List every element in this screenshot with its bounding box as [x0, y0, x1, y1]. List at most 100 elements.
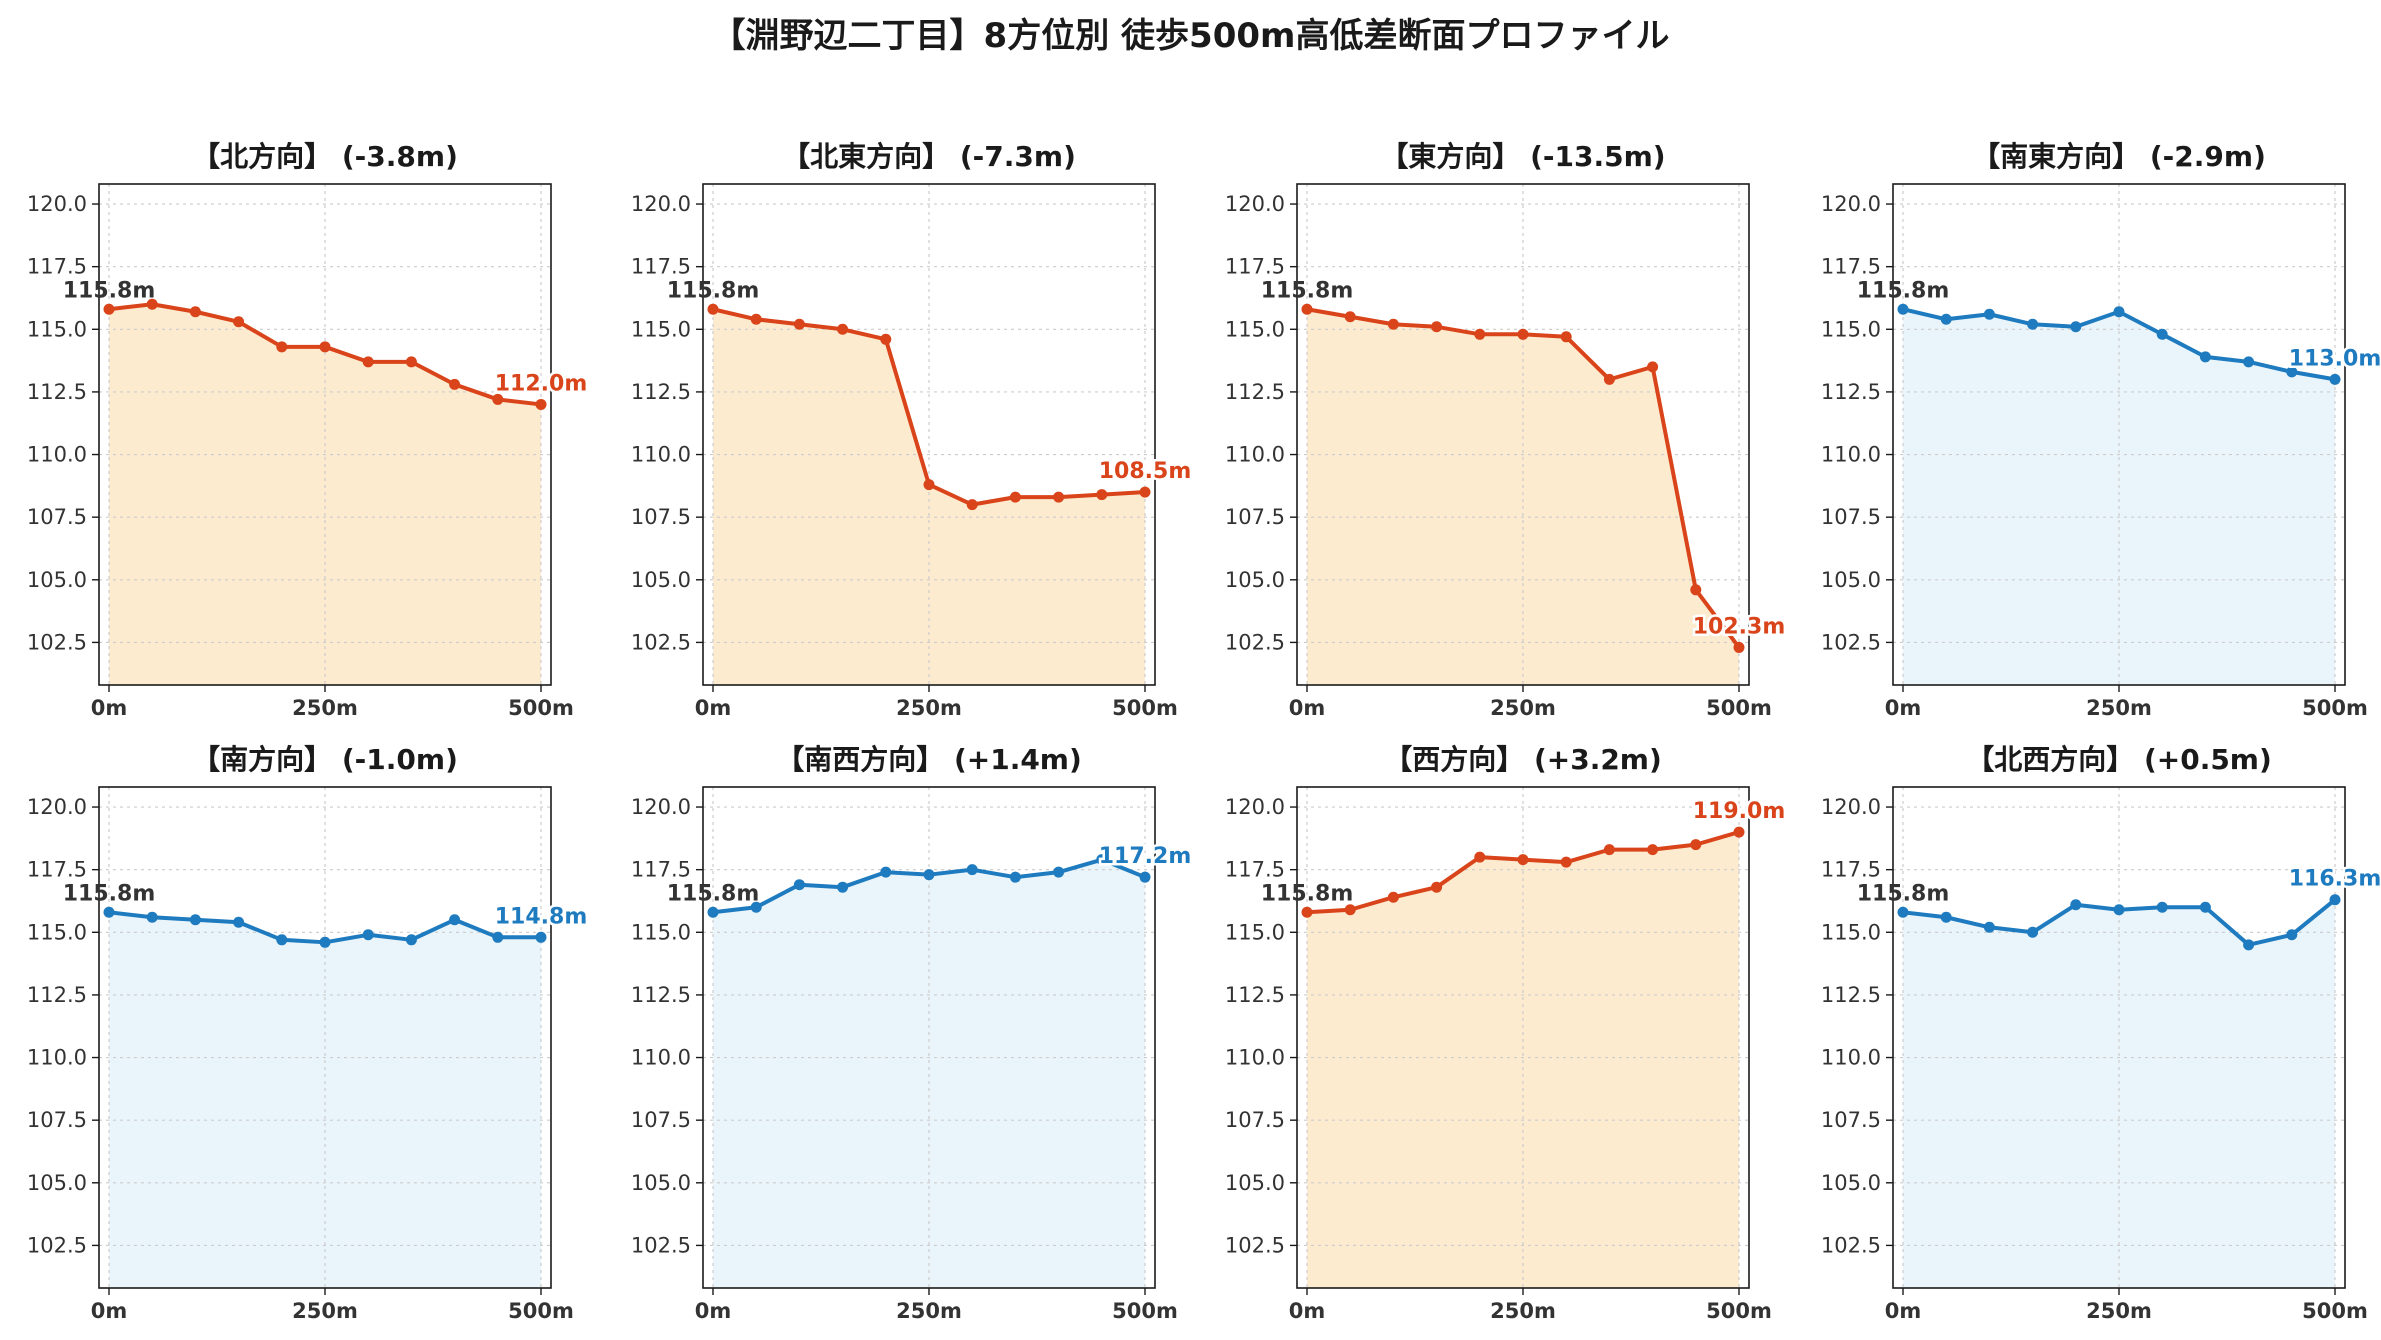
- y-tick-label: 110.0: [631, 1046, 691, 1070]
- data-point: [319, 936, 331, 948]
- chart-panel: 【東方向】 (-13.5m) 102.5 105.0 107.5 110.0 112.5 1…: [1225, 140, 1788, 720]
- data-point: [276, 934, 288, 946]
- data-point: [1603, 373, 1615, 385]
- data-point: [233, 316, 245, 328]
- y-tick-label: 117.5: [27, 858, 87, 882]
- data-point: [966, 864, 978, 876]
- data-point: [362, 356, 374, 368]
- data-point: [2286, 929, 2298, 941]
- x-tick-label: 0m: [695, 696, 732, 720]
- y-tick-label: 102.5: [27, 1233, 87, 1257]
- x-tick-label: 250m: [896, 1299, 962, 1323]
- data-point: [1431, 881, 1443, 893]
- data-point: [535, 931, 547, 943]
- y-tick-label: 115.0: [1225, 920, 1285, 944]
- x-tick-label: 500m: [2302, 696, 2368, 720]
- data-point: [2113, 306, 2125, 318]
- data-point: [449, 378, 461, 390]
- data-point: [2199, 901, 2211, 913]
- data-point: [535, 398, 547, 410]
- y-tick-label: 110.0: [1225, 443, 1285, 467]
- data-point: [1474, 328, 1486, 340]
- area-fill: [713, 309, 1145, 685]
- data-point: [2243, 356, 2255, 368]
- data-point: [1897, 303, 1909, 315]
- y-tick-label: 105.0: [1225, 1171, 1285, 1195]
- y-tick-label: 115.0: [27, 317, 87, 341]
- data-point: [1431, 321, 1443, 333]
- end-value-label: 112.0m: [495, 371, 588, 396]
- data-point: [1647, 361, 1659, 373]
- y-tick-label: 107.5: [27, 1108, 87, 1132]
- data-point: [1387, 891, 1399, 903]
- data-point: [1009, 491, 1021, 503]
- chart-panel: 【南東方向】 (-2.9m) 102.5 105.0 107.5 110.0 112.5 1…: [1821, 140, 2381, 720]
- y-tick-label: 112.5: [1821, 983, 1881, 1007]
- chart-panel: 【南方向】 (-1.0m) 102.5 105.0 107.5 110.0 112.5 11…: [27, 743, 590, 1323]
- data-point: [837, 881, 849, 893]
- panel-title: 【東方向】 (-13.5m): [1380, 140, 1665, 173]
- x-tick-label: 0m: [695, 1299, 732, 1323]
- x-tick-label: 250m: [1490, 1299, 1556, 1323]
- data-point: [1096, 489, 1108, 501]
- data-point: [793, 318, 805, 330]
- data-point: [1560, 856, 1572, 868]
- y-tick-label: 120.0: [27, 795, 87, 819]
- data-point: [837, 323, 849, 335]
- data-point: [189, 306, 201, 318]
- y-tick-label: 115.0: [1225, 317, 1285, 341]
- chart-panel: 【北東方向】 (-7.3m) 102.5 105.0 107.5 110.0 112.5 1…: [631, 140, 1194, 720]
- data-point: [146, 911, 158, 923]
- start-value-label: 115.8m: [63, 278, 156, 303]
- data-point: [966, 499, 978, 511]
- y-tick-label: 115.0: [631, 920, 691, 944]
- y-tick-label: 107.5: [631, 1108, 691, 1132]
- y-tick-label: 110.0: [631, 443, 691, 467]
- data-point: [103, 906, 115, 918]
- y-tick-label: 112.5: [27, 380, 87, 404]
- start-value-label: 115.8m: [1857, 881, 1950, 906]
- y-tick-label: 117.5: [1225, 858, 1285, 882]
- data-point: [1690, 584, 1702, 596]
- y-tick-label: 105.0: [1225, 568, 1285, 592]
- y-tick-label: 110.0: [1821, 1046, 1881, 1070]
- y-tick-label: 107.5: [631, 505, 691, 529]
- y-tick-label: 107.5: [1821, 1108, 1881, 1132]
- data-point: [492, 393, 504, 405]
- y-tick-label: 117.5: [631, 858, 691, 882]
- chart-panel: 【北方向】 (-3.8m) 102.5 105.0 107.5 110.0 112.5 11…: [27, 140, 590, 720]
- x-tick-label: 0m: [91, 1299, 128, 1323]
- data-point: [1940, 313, 1952, 325]
- data-point: [707, 906, 719, 918]
- y-tick-label: 115.0: [1821, 920, 1881, 944]
- data-point: [1301, 303, 1313, 315]
- y-tick-label: 110.0: [1225, 1046, 1285, 1070]
- chart-panel: 【南西方向】 (+1.4m) 102.5 105.0 107.5 110.0 112.5 1…: [631, 743, 1194, 1323]
- data-point: [2027, 926, 2039, 938]
- panel-title: 【南西方向】 (+1.4m): [776, 743, 1082, 776]
- y-tick-label: 120.0: [1821, 795, 1881, 819]
- data-point: [103, 303, 115, 315]
- data-point: [1940, 911, 1952, 923]
- y-tick-label: 105.0: [631, 568, 691, 592]
- chart-panel: 【北西方向】 (+0.5m) 102.5 105.0 107.5 110.0 112.5 1…: [1821, 743, 2381, 1323]
- y-tick-label: 107.5: [1821, 505, 1881, 529]
- y-tick-label: 105.0: [27, 568, 87, 592]
- x-tick-label: 250m: [1490, 696, 1556, 720]
- data-point: [2156, 901, 2168, 913]
- data-point: [233, 916, 245, 928]
- chart-panel: 【西方向】 (+3.2m) 102.5 105.0 107.5 110.0 112.5 11…: [1225, 743, 1788, 1323]
- data-point: [1517, 854, 1529, 866]
- data-point: [880, 866, 892, 878]
- panel-title: 【北方向】 (-3.8m): [192, 140, 458, 173]
- y-tick-label: 112.5: [1225, 380, 1285, 404]
- y-tick-label: 110.0: [27, 1046, 87, 1070]
- end-value-label: 116.3m: [2289, 867, 2381, 892]
- start-value-label: 115.8m: [1261, 278, 1354, 303]
- y-tick-label: 117.5: [1225, 255, 1285, 279]
- data-point: [1139, 486, 1151, 498]
- data-point: [146, 298, 158, 310]
- area-fill: [1903, 899, 2335, 1288]
- data-point: [276, 341, 288, 353]
- data-point: [2199, 351, 2211, 363]
